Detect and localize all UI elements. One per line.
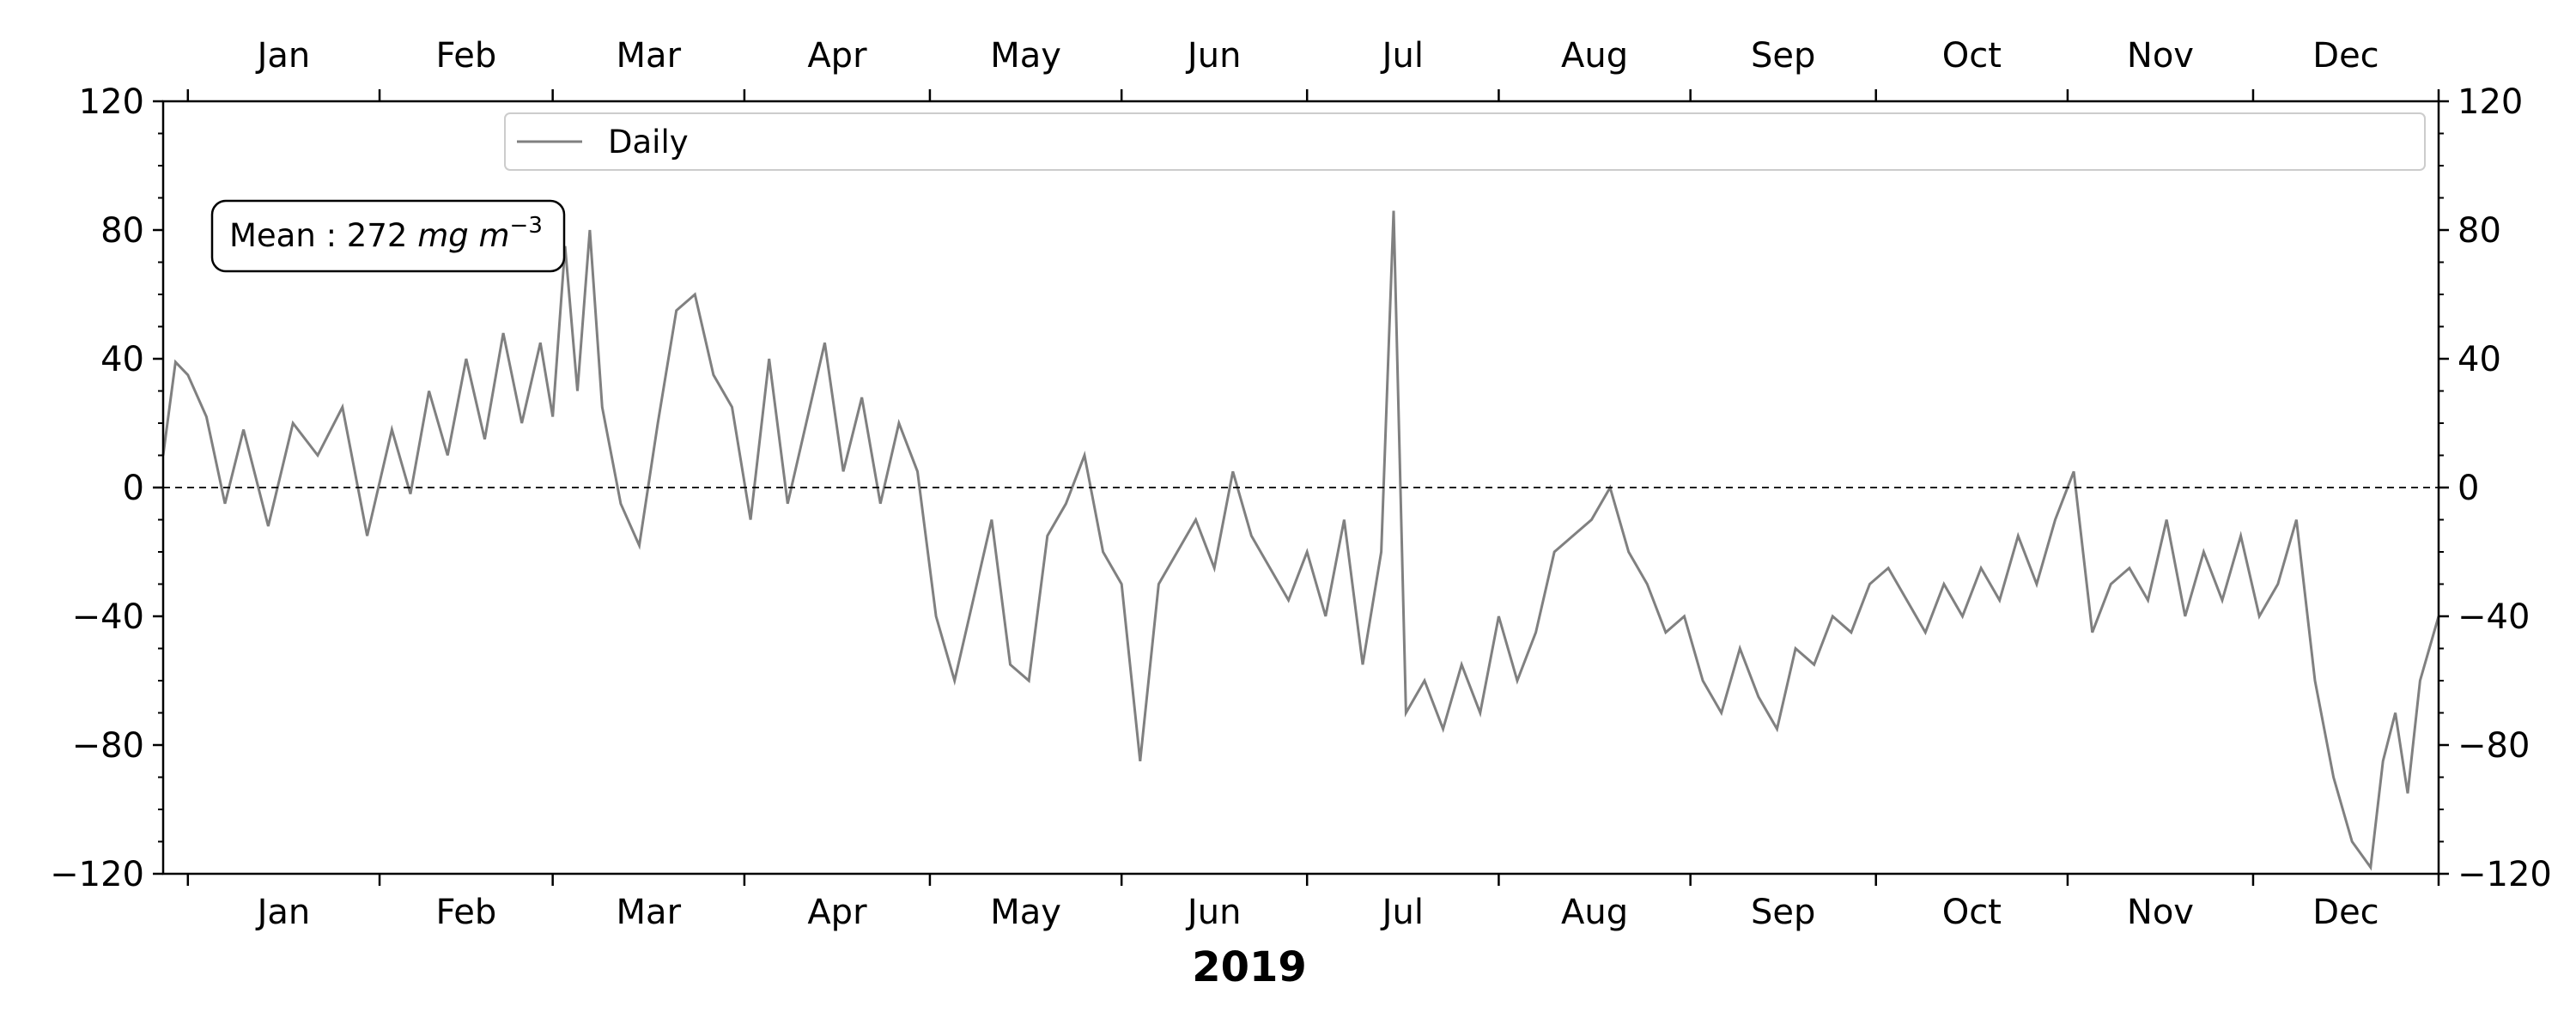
x-tick-label-bottom: Aug [1561, 893, 1628, 932]
x-tick-label-bottom: Apr [807, 893, 867, 932]
y-tick-label-left: 40 [100, 340, 144, 379]
plot-frame [153, 89, 2449, 886]
x-tick-label-bottom: Feb [435, 893, 496, 932]
x-tick-label-bottom: Dec [2312, 893, 2379, 932]
x-tick-label-bottom: Jan [255, 893, 311, 932]
y-tick-label-left: −80 [72, 726, 144, 766]
x-tick-label-top: Aug [1561, 36, 1628, 76]
axis-labels: −120 −120 −80 −80 −40 −40 0 0 40 40 80 80 120 120 Jan J… [50, 36, 2552, 932]
x-tick-label-bottom: Jun [1185, 893, 1242, 932]
y-tick-label-left: −120 [50, 855, 144, 894]
x-tick-label-top: Oct [1942, 36, 2002, 76]
x-axis-label: 2019 [1192, 943, 1307, 991]
y-tick-label-left: 0 [123, 469, 144, 508]
x-tick-label-top: Nov [2127, 36, 2194, 76]
legend-label-daily: Daily [608, 124, 689, 161]
x-tick-label-bottom: Mar [617, 893, 682, 932]
y-tick-label-right: −80 [2458, 726, 2530, 766]
x-tick-label-top: Mar [617, 36, 682, 76]
x-tick-label-bottom: Nov [2127, 893, 2194, 932]
x-tick-label-top: Jul [1380, 36, 1424, 76]
mean-annotation-box [210, 199, 566, 273]
x-tick-label-top: Apr [807, 36, 867, 76]
y-tick-label-right: 120 [2458, 82, 2523, 122]
y-tick-label-left: −40 [72, 597, 144, 637]
y-tick-label-left: 120 [79, 82, 144, 122]
series-line-daily [161, 210, 2440, 871]
x-tick-label-top: Feb [435, 36, 496, 76]
mean-annotation-unit: mg m [417, 217, 509, 254]
legend-box [504, 112, 2426, 171]
y-tick-label-right: −120 [2458, 855, 2552, 894]
x-tick-label-top: May [990, 36, 1061, 76]
x-tick-label-top: Jun [1185, 36, 1242, 76]
x-tick-label-top: Sep [1751, 36, 1815, 76]
x-tick-label-bottom: Oct [1942, 893, 2002, 932]
y-tick-label-left: 80 [100, 211, 144, 251]
mean-annotation-text: Mean : 272 mg m−3 [229, 213, 543, 254]
mean-annotation-prefix: Mean : 272 [229, 217, 417, 254]
daily-series-layer [161, 210, 2440, 871]
x-tick-label-top: Dec [2312, 36, 2379, 76]
y-tick-label-right: 80 [2458, 211, 2501, 251]
mean-annotation-exponent: −3 [510, 213, 543, 239]
y-tick-label-right: −40 [2458, 597, 2530, 637]
x-tick-label-bottom: Sep [1751, 893, 1815, 932]
y-tick-label-right: 40 [2458, 340, 2501, 379]
x-tick-label-bottom: Jul [1380, 893, 1424, 932]
y-tick-label-right: 0 [2458, 469, 2479, 508]
x-tick-label-bottom: May [990, 893, 1061, 932]
x-tick-label-top: Jan [255, 36, 311, 76]
